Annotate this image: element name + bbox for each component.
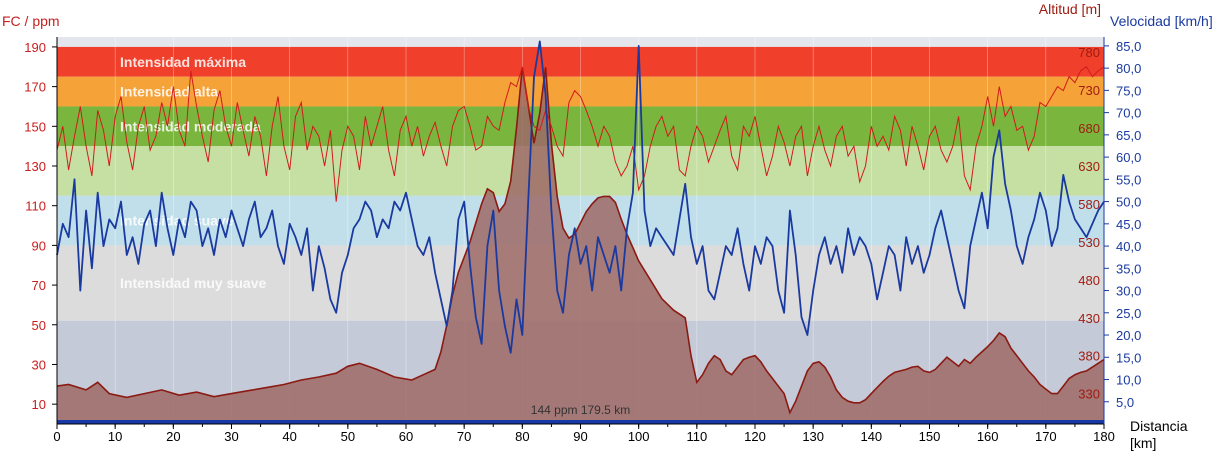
- altitude-series: [56, 67, 1105, 425]
- speed-tick-label: 50,0: [1116, 195, 1141, 210]
- x-tick-label: 60: [399, 429, 413, 444]
- altitude-tick-label: 580: [1078, 197, 1100, 212]
- altitude-tick-label: 330: [1078, 387, 1100, 402]
- x-tick-label: 50: [341, 429, 355, 444]
- speed-line: [56, 40, 1105, 354]
- speed-tick-label: 80,0: [1116, 61, 1141, 76]
- hr-tick-label: 50: [32, 318, 46, 333]
- x-tick-label: 90: [573, 429, 587, 444]
- speed-tick-label: 25,0: [1116, 306, 1141, 321]
- hr-tick-label: 190: [24, 40, 46, 55]
- speed-tick-label: 65,0: [1116, 128, 1141, 143]
- axes: 0 10 20 30 40 50 60 70 80 90 100 110 120 130 140 150 160…: [24, 37, 1188, 451]
- speed-tick-label: 55,0: [1116, 172, 1141, 187]
- altitude-line: [56, 67, 1105, 415]
- x-tick-label: 130: [802, 429, 824, 444]
- x-tick-label: 170: [1035, 429, 1057, 444]
- altitude-tick-label: 380: [1078, 349, 1100, 364]
- hr-zone-label: Intensidad muy suave: [120, 275, 266, 291]
- x-tick-label: 160: [977, 429, 999, 444]
- x-tick-label: 140: [860, 429, 882, 444]
- altitude-tick-label: 680: [1078, 121, 1100, 136]
- x-tick-label: 100: [628, 429, 650, 444]
- heart-rate-line: [56, 66, 1105, 202]
- heart-rate-series: [56, 66, 1105, 202]
- speed-series: [56, 40, 1105, 354]
- x-tick-label: 110: [686, 429, 707, 444]
- y-axis-right-outer-title: Velocidad [km/h]: [1110, 13, 1213, 29]
- speed-tick-label: 45,0: [1116, 217, 1141, 232]
- x-tick-label: 30: [224, 429, 238, 444]
- altitude-area: [57, 67, 1104, 425]
- speed-tick-label: 15,0: [1116, 350, 1141, 365]
- hr-tick-label: 70: [32, 278, 46, 293]
- speed-tick-label: 5,0: [1116, 395, 1134, 410]
- speed-tick-label: 20,0: [1116, 328, 1141, 343]
- speed-tick-label: 30,0: [1116, 284, 1141, 299]
- speed-tick-label: 60,0: [1116, 150, 1141, 165]
- summary-bar: [57, 420, 1104, 424]
- x-tick-label: 180: [1093, 429, 1115, 444]
- speed-tick-label: 70,0: [1116, 106, 1141, 121]
- altitude-tick-label: 530: [1078, 235, 1100, 250]
- hr-zone-label: Intensidad alta: [120, 84, 218, 100]
- speed-tick-label: 10,0: [1116, 373, 1141, 388]
- hr-zone-label: Intensidad suave: [120, 213, 234, 229]
- x-tick-label: 40: [282, 429, 296, 444]
- speed-tick-label: 85,0: [1116, 39, 1141, 54]
- altitude-tick-label: 630: [1078, 159, 1100, 174]
- hr-tick-label: 30: [32, 357, 46, 372]
- hr-zone-label: Intensidad moderada: [120, 118, 261, 134]
- x-tick-label: 80: [515, 429, 529, 444]
- hr-tick-label: 150: [24, 119, 46, 134]
- x-tick-label: 150: [919, 429, 941, 444]
- speed-tick-label: 40,0: [1116, 239, 1141, 254]
- x-tick-label: 10: [108, 429, 122, 444]
- hr-tick-label: 170: [24, 80, 46, 95]
- summary-bar-group: 144 ppm 179.5 km: [57, 403, 1104, 424]
- summary-label: 144 ppm 179.5 km: [531, 403, 630, 417]
- x-axis-title-unit: [km]: [1130, 435, 1156, 451]
- hr-zone-label: Intensidad máxima: [120, 54, 246, 70]
- altitude-tick-label: 780: [1078, 45, 1100, 60]
- x-tick-label: 20: [166, 429, 180, 444]
- speed-tick-label: 75,0: [1116, 83, 1141, 98]
- y-axis-right-inner-title: Altitud [m]: [1039, 1, 1101, 17]
- hr-tick-label: 110: [25, 199, 46, 214]
- hr-tick-label: 130: [24, 159, 46, 174]
- x-tick-label: 120: [744, 429, 766, 444]
- hr-tick-label: 10: [32, 397, 46, 412]
- x-axis-title: Distancia: [1130, 418, 1188, 434]
- x-tick-label: 70: [457, 429, 471, 444]
- speed-tick-label: 35,0: [1116, 261, 1141, 276]
- altitude-tick-label: 430: [1078, 311, 1100, 326]
- y-axis-left-title: FC / ppm: [2, 13, 60, 29]
- hr-tick-label: 90: [32, 238, 46, 253]
- altitude-tick-label: 480: [1078, 273, 1100, 288]
- altitude-tick-label: 730: [1078, 83, 1100, 98]
- x-tick-label: 0: [53, 429, 60, 444]
